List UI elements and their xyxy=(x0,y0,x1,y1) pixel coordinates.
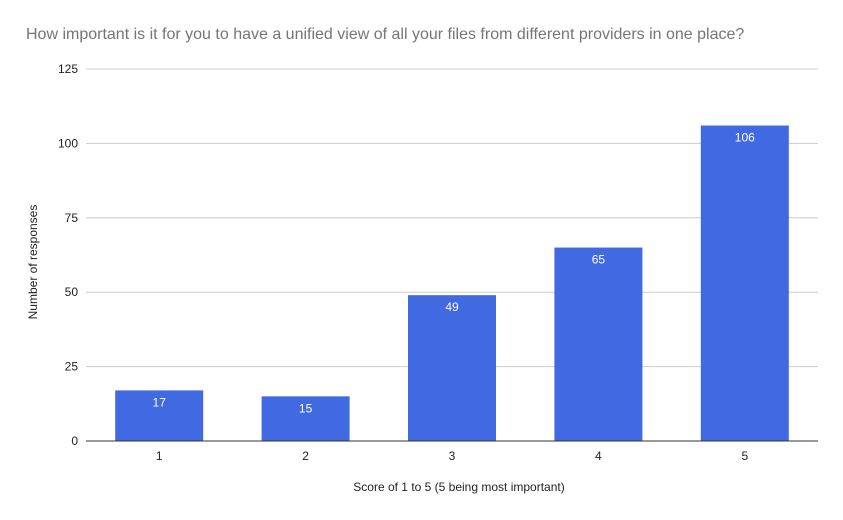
bar-value-label: 15 xyxy=(299,401,313,415)
bar xyxy=(115,390,204,441)
y-tick-label: 25 xyxy=(65,360,79,374)
bar xyxy=(261,396,350,441)
bar-value-label: 17 xyxy=(153,395,167,409)
bar-value-label: 65 xyxy=(592,253,606,267)
y-tick-label: 100 xyxy=(58,136,78,150)
bar xyxy=(700,125,789,441)
y-tick-label: 0 xyxy=(71,434,78,448)
y-axis-title: Number of responses xyxy=(26,205,40,320)
x-tick-label: 4 xyxy=(595,449,602,463)
data-labels: 17 15 49 65 106 xyxy=(153,131,756,416)
bar xyxy=(554,247,643,441)
bar-value-label: 106 xyxy=(735,131,755,145)
x-tick-label: 2 xyxy=(302,449,309,463)
x-axis-title: Score of 1 to 5 (5 being most important) xyxy=(353,480,564,494)
y-tick-label: 50 xyxy=(65,285,79,299)
bar xyxy=(408,295,496,441)
chart-title: How important is it for you to have a un… xyxy=(26,26,745,43)
y-tick-label: 75 xyxy=(65,211,79,225)
y-axis-ticks: 0 25 50 75 100 125 xyxy=(58,62,78,448)
x-tick-label: 5 xyxy=(741,449,748,463)
bar-value-label: 49 xyxy=(445,300,459,314)
y-tick-label: 125 xyxy=(58,62,78,76)
x-axis-ticks: 1 2 3 4 5 xyxy=(156,449,749,463)
x-tick-label: 3 xyxy=(449,449,456,463)
x-tick-label: 1 xyxy=(156,449,163,463)
bars xyxy=(115,125,789,441)
